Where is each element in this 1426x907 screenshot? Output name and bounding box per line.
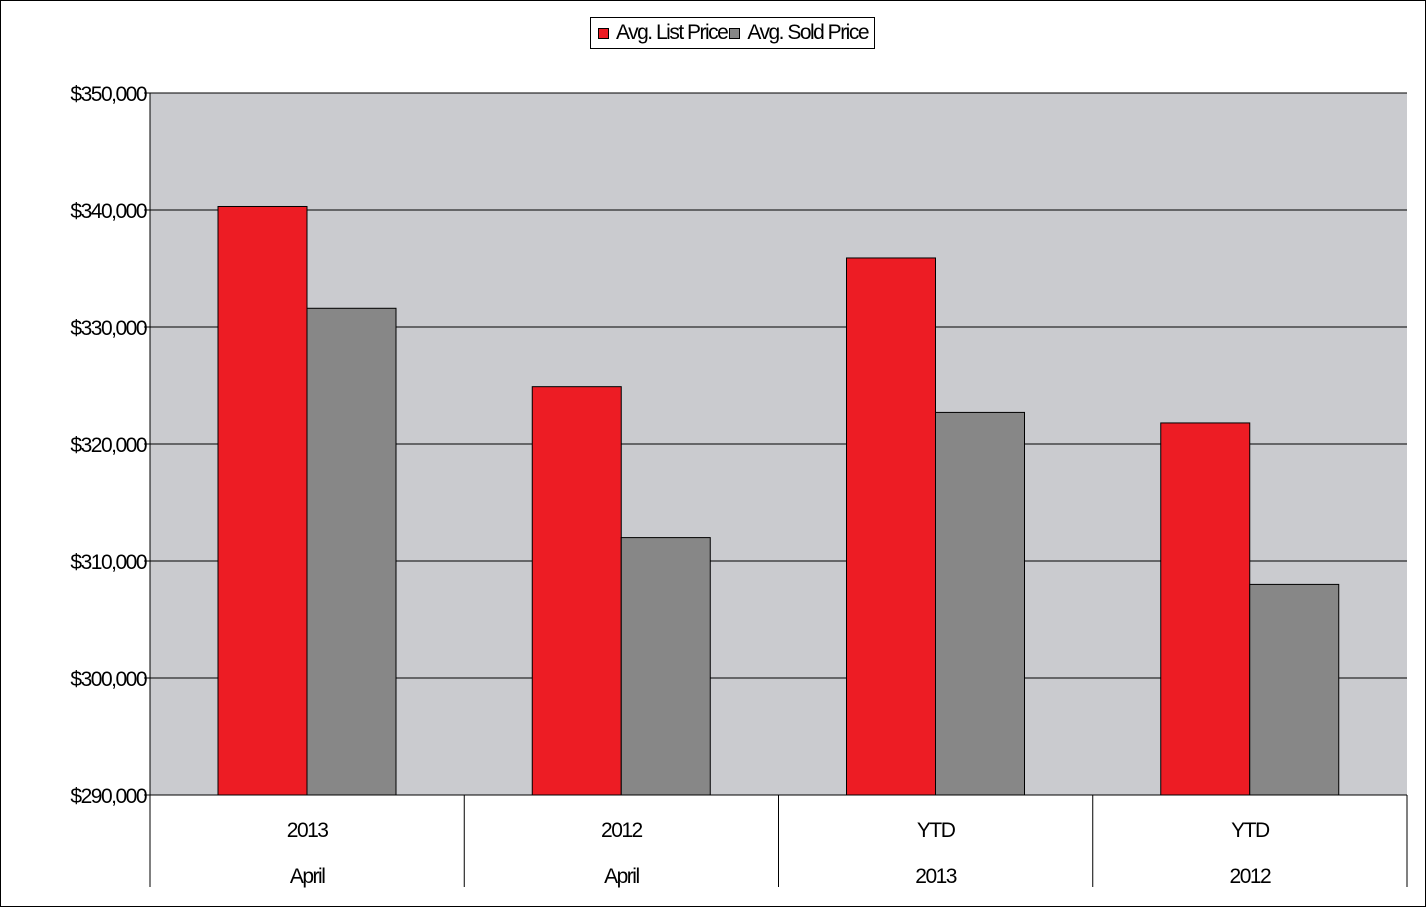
x-tick-label: 2012: [601, 819, 643, 842]
bar-sold-price: [1249, 583, 1340, 796]
y-tick-label: $350,000: [70, 83, 146, 106]
legend-swatch-sold-price: [729, 27, 741, 39]
x-tick-sublabel: April: [290, 865, 325, 888]
x-tick-sublabel: 2012: [1230, 865, 1272, 888]
y-tick-label: $320,000: [70, 434, 146, 457]
bars: [217, 205, 1340, 796]
bar-list-price: [846, 257, 936, 796]
x-tick-label: YTD: [917, 819, 956, 842]
legend-label-sold-price: Avg. Sold Price: [747, 21, 869, 44]
y-tick-label: $310,000: [70, 551, 146, 574]
x-tick-label: 2013: [287, 819, 329, 842]
x-tick-label: YTD: [1231, 819, 1270, 842]
y-tick-label: $300,000: [70, 668, 146, 691]
bar-list-price: [1160, 422, 1251, 796]
bar-sold-price: [935, 411, 1025, 796]
y-tick-label: $330,000: [70, 317, 146, 340]
bar-sold-price: [306, 307, 397, 796]
legend-item-list-price: Avg. List Price: [598, 21, 729, 45]
bar-list-price: [531, 386, 622, 796]
legend-swatch-list-price: [598, 27, 609, 39]
x-axis-tick-labels: 2013 April 2012 April YTD 2013 YTD 2012: [287, 819, 1273, 888]
x-tick-sublabel: April: [604, 865, 639, 888]
axes: [149, 93, 1408, 887]
y-axis-tick-labels: $290,000 $300,000 $310,000 $320,000 $330,000…: [70, 83, 150, 808]
legend-item-sold-price: Avg. Sold Price: [729, 21, 870, 45]
legend: Avg. List Price Avg. Sold Price: [590, 17, 876, 49]
y-tick-label: $290,000: [70, 785, 146, 808]
legend-label-list-price: Avg. List Price: [616, 21, 729, 44]
y-tick-label: $340,000: [70, 200, 146, 223]
x-tick-sublabel: 2013: [915, 865, 957, 888]
bar-list-price: [217, 205, 308, 796]
bar-sold-price: [620, 537, 711, 796]
